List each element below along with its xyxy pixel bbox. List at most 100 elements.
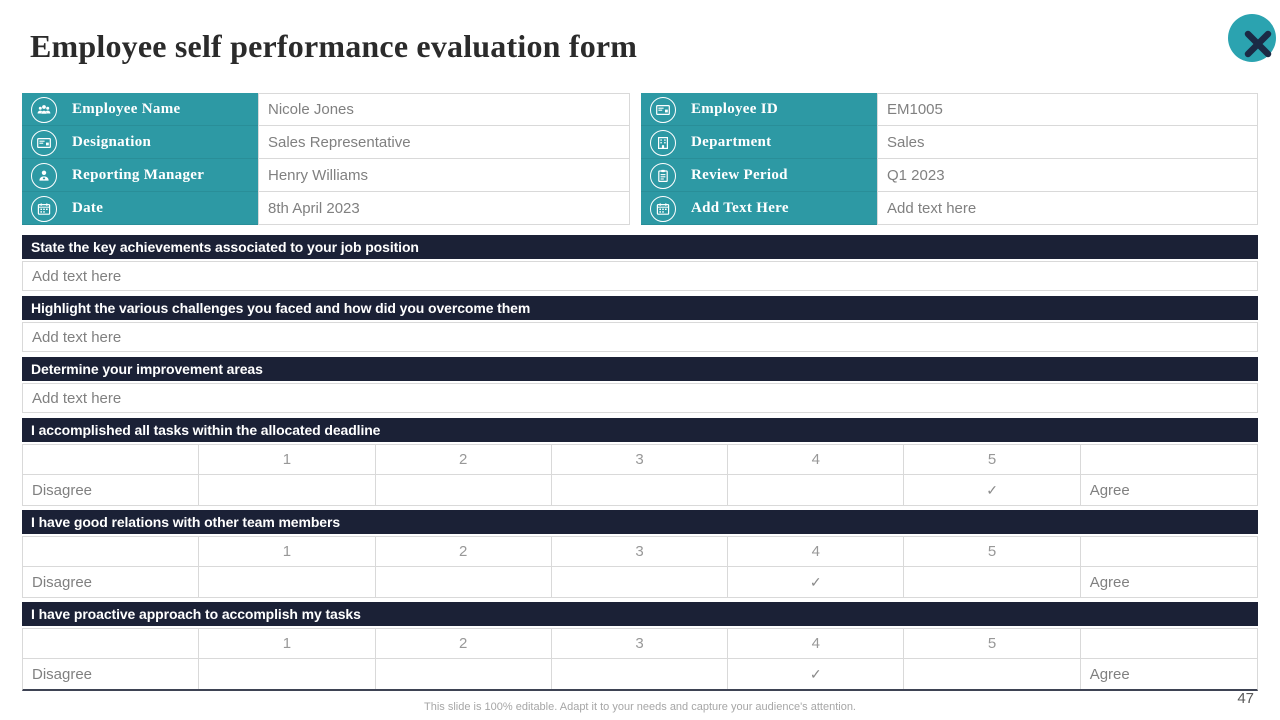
field-label: Review Period <box>691 167 788 183</box>
review-period-value[interactable]: Q1 2023 <box>877 159 1258 192</box>
employee-id-value[interactable]: EM1005 <box>877 93 1258 126</box>
rating-cell-4[interactable]: ✓ <box>728 659 905 689</box>
answer-field-challenges[interactable]: Add text here <box>22 322 1258 352</box>
employee-name-value[interactable]: Nicole Jones <box>258 93 630 126</box>
rating-header-spacer <box>23 445 200 475</box>
rating-scale-1: 1 <box>199 537 376 567</box>
calendar-icon <box>31 195 57 222</box>
rating-scale-5: 5 <box>904 537 1081 567</box>
agree-label: Agree <box>1080 659 1257 689</box>
rating-table-deadline: 1 2 3 4 5 Disagree ✓ Agree <box>22 444 1258 506</box>
question-heading-challenges: Highlight the various challenges you fac… <box>22 296 1258 320</box>
info-table-right: Employee ID EM1005 Department Sales <box>641 93 1258 225</box>
question-heading-improvement: Determine your improvement areas <box>22 357 1258 381</box>
employee-name-label-cell: Employee Name <box>22 93 258 126</box>
form-sections: State the key achievements associated to… <box>22 235 1258 695</box>
field-label: Employee Name <box>72 101 181 117</box>
employee-info: Employee Name Nicole Jones Designation S… <box>22 93 1258 225</box>
id-card-icon <box>650 96 676 123</box>
rating-cell-4[interactable]: ✓ <box>728 567 905 597</box>
department-value[interactable]: Sales <box>877 126 1258 159</box>
rating-table-relations: 1 2 3 4 5 Disagree ✓ Agree <box>22 536 1258 598</box>
info-row-department: Department Sales <box>641 126 1258 159</box>
rating-scale-4: 4 <box>728 629 905 659</box>
field-label: Add Text Here <box>691 200 789 216</box>
id-card-icon <box>31 129 57 156</box>
manager-icon <box>31 162 57 189</box>
designation-value[interactable]: Sales Representative <box>258 126 630 159</box>
rating-cell-5[interactable]: ✓ <box>904 475 1081 505</box>
rating-cell-1[interactable] <box>199 475 376 505</box>
rating-scale-2: 2 <box>375 445 552 475</box>
rating-cell-2[interactable] <box>375 659 552 689</box>
field-label: Date <box>72 200 104 216</box>
info-row-employee-name: Employee Name Nicole Jones <box>22 93 630 126</box>
rating-scale-2: 2 <box>375 629 552 659</box>
rating-header-spacer <box>1080 445 1257 475</box>
agree-label: Agree <box>1080 567 1257 597</box>
rating-statement-deadline: I accomplished all tasks within the allo… <box>22 418 1258 442</box>
rating-scale-1: 1 <box>199 445 376 475</box>
clipboard-icon <box>650 162 676 189</box>
rating-cell-3[interactable] <box>551 659 729 689</box>
disagree-label: Disagree <box>23 475 200 505</box>
rating-header-spacer <box>1080 629 1257 659</box>
rating-scale-5: 5 <box>904 629 1081 659</box>
rating-cell-1[interactable] <box>199 659 376 689</box>
rating-cell-2[interactable] <box>375 567 552 597</box>
rating-cell-3[interactable] <box>551 567 729 597</box>
rating-scale-3: 3 <box>551 445 729 475</box>
calendar-icon <box>650 195 676 222</box>
rating-cell-4[interactable] <box>728 475 905 505</box>
footer-note: This slide is 100% editable. Adapt it to… <box>424 701 856 713</box>
info-row-designation: Designation Sales Representative <box>22 126 630 159</box>
designation-label-cell: Designation <box>22 126 258 159</box>
rating-scale-4: 4 <box>728 537 905 567</box>
add-text-value[interactable]: Add text here <box>877 192 1258 225</box>
department-label-cell: Department <box>641 126 877 159</box>
rating-header-spacer <box>23 537 200 567</box>
info-row-employee-id: Employee ID EM1005 <box>641 93 1258 126</box>
agree-label: Agree <box>1080 475 1257 505</box>
rating-scale-2: 2 <box>375 537 552 567</box>
date-value[interactable]: 8th April 2023 <box>258 192 630 225</box>
people-group-icon <box>31 96 57 123</box>
info-row-date: Date 8th April 2023 <box>22 192 630 225</box>
rating-statement-relations: I have good relations with other team me… <box>22 510 1258 534</box>
rating-cell-5[interactable] <box>904 567 1081 597</box>
rating-scale-4: 4 <box>728 445 905 475</box>
answer-field-achievements[interactable]: Add text here <box>22 261 1258 291</box>
rating-scale-3: 3 <box>551 537 729 567</box>
rating-cell-2[interactable] <box>375 475 552 505</box>
field-label: Employee ID <box>691 101 779 117</box>
page-title: Employee self performance evaluation for… <box>30 28 638 64</box>
rating-cell-3[interactable] <box>551 475 729 505</box>
field-label: Department <box>691 134 772 150</box>
employee-id-label-cell: Employee ID <box>641 93 877 126</box>
info-row-review-period: Review Period Q1 2023 <box>641 159 1258 192</box>
rating-scale-5: 5 <box>904 445 1081 475</box>
close-button[interactable] <box>1228 14 1276 62</box>
answer-field-improvement[interactable]: Add text here <box>22 383 1258 413</box>
building-icon <box>650 129 676 156</box>
info-row-reporting-manager: Reporting Manager Henry Williams <box>22 159 630 192</box>
page-number: 47 <box>1237 690 1254 707</box>
reporting-manager-label-cell: Reporting Manager <box>22 159 258 192</box>
date-label-cell: Date <box>22 192 258 225</box>
rating-cell-5[interactable] <box>904 659 1081 689</box>
rating-header-spacer <box>23 629 200 659</box>
rating-scale-3: 3 <box>551 629 729 659</box>
field-label: Reporting Manager <box>72 167 205 183</box>
info-row-add-text: Add Text Here Add text here <box>641 192 1258 225</box>
rating-statement-proactive: I have proactive approach to accomplish … <box>22 602 1258 626</box>
disagree-label: Disagree <box>23 567 200 597</box>
rating-table-proactive: 1 2 3 4 5 Disagree ✓ Agree <box>22 628 1258 691</box>
close-icon <box>1244 30 1272 58</box>
reporting-manager-value[interactable]: Henry Williams <box>258 159 630 192</box>
rating-cell-1[interactable] <box>199 567 376 597</box>
review-period-label-cell: Review Period <box>641 159 877 192</box>
rating-scale-1: 1 <box>199 629 376 659</box>
info-table-left: Employee Name Nicole Jones Designation S… <box>22 93 630 225</box>
disagree-label: Disagree <box>23 659 200 689</box>
